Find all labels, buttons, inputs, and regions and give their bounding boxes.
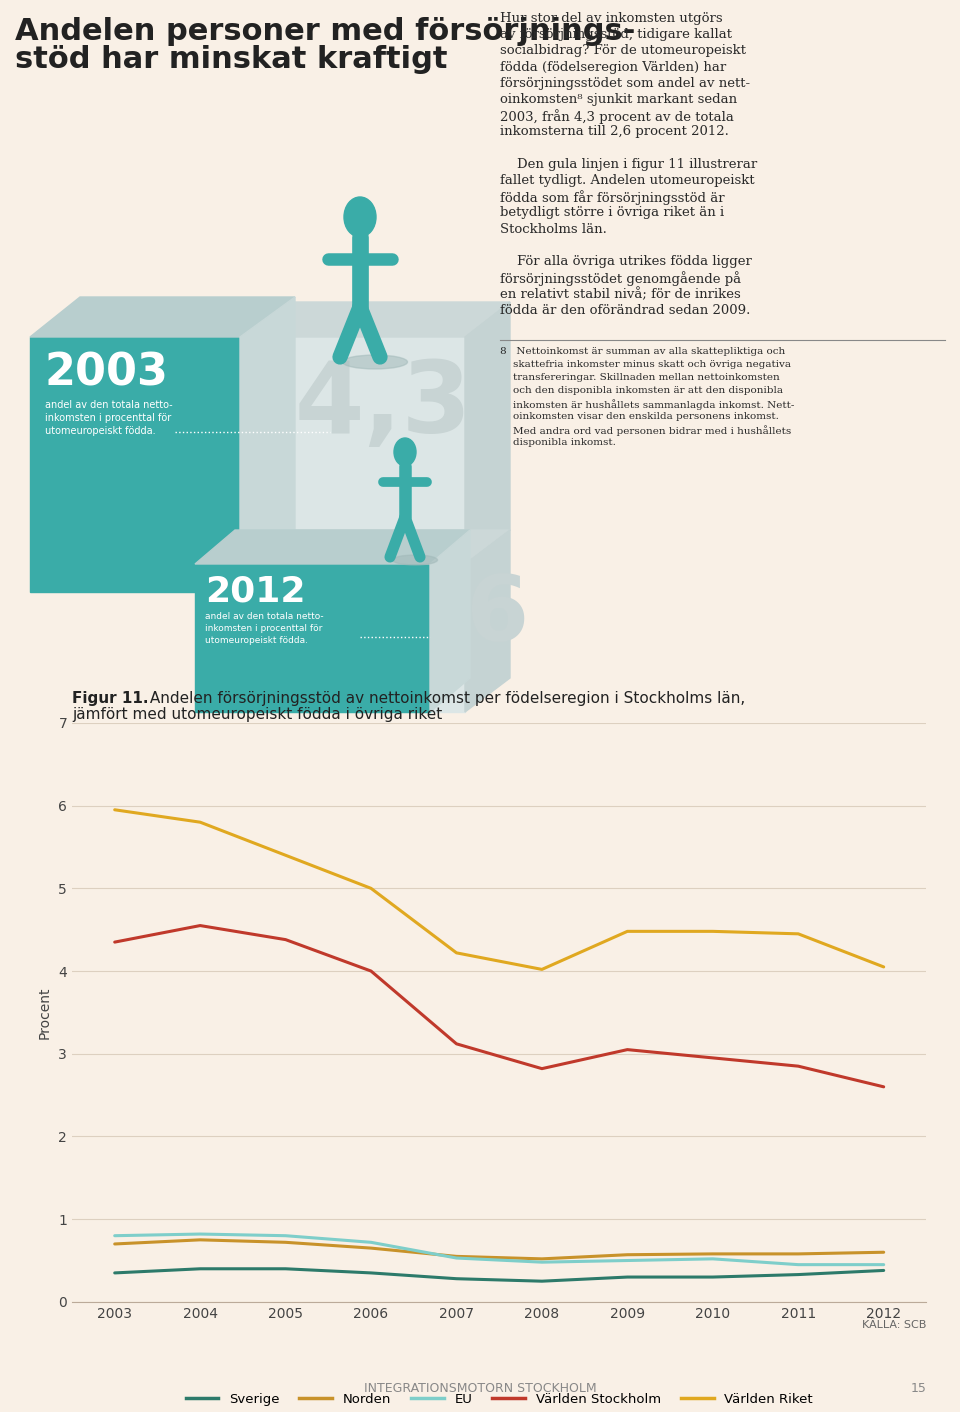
Ellipse shape <box>343 354 407 369</box>
Text: födda som får försörjningsstöd är: födda som får försörjningsstöd är <box>500 191 725 205</box>
Text: disponibla inkomst.: disponibla inkomst. <box>500 438 616 448</box>
Text: andel av den totala netto-
inkomsten i procenttal för
utomeuropeiskt födda.: andel av den totala netto- inkomsten i p… <box>205 611 324 645</box>
Text: av försörjningsstöd, tidigare kallat: av försörjningsstöd, tidigare kallat <box>500 28 732 41</box>
Text: inkomsten är hushållets sammanlagda inkomst. Nett-: inkomsten är hushållets sammanlagda inko… <box>500 400 794 409</box>
Polygon shape <box>240 297 295 592</box>
Text: försörjningsstödet som andel av nett-: försörjningsstödet som andel av nett- <box>500 76 750 90</box>
Text: socialbidrag? För de utomeuropeiskt: socialbidrag? För de utomeuropeiskt <box>500 44 746 58</box>
Text: Med andra ord vad personen bidrar med i hushållets: Med andra ord vad personen bidrar med i … <box>500 425 791 436</box>
Text: fallet tydligt. Andelen utomeuropeiskt: fallet tydligt. Andelen utomeuropeiskt <box>500 174 755 186</box>
Polygon shape <box>240 563 465 712</box>
Polygon shape <box>30 297 295 337</box>
Polygon shape <box>465 530 510 712</box>
Polygon shape <box>240 530 510 563</box>
Polygon shape <box>30 337 240 592</box>
Text: försörjningsstödet genomgående på: försörjningsstödet genomgående på <box>500 271 741 287</box>
Text: andel av den totala netto-
inkomsten i procenttal för
utomeuropeiskt födda.: andel av den totala netto- inkomsten i p… <box>45 400 173 436</box>
Text: Hur stor del av inkomsten utgörs: Hur stor del av inkomsten utgörs <box>500 11 723 25</box>
Text: För alla övriga utrikes födda ligger: För alla övriga utrikes födda ligger <box>500 256 752 268</box>
Text: jämfört med utomeuropeiskt födda i övriga riket: jämfört med utomeuropeiskt födda i övrig… <box>72 706 443 722</box>
Text: 4,3: 4,3 <box>295 357 472 455</box>
Text: INTEGRATIONSMOTORN STOCKHOLM: INTEGRATIONSMOTORN STOCKHOLM <box>364 1382 596 1395</box>
Text: inkomsterna till 2,6 procent 2012.: inkomsterna till 2,6 procent 2012. <box>500 126 729 138</box>
Text: och den disponibla inkomsten är att den disponibla: och den disponibla inkomsten är att den … <box>500 385 783 395</box>
Text: en relativt stabil nivå; för de inrikes: en relativt stabil nivå; för de inrikes <box>500 288 741 301</box>
Text: 2,6: 2,6 <box>370 572 530 659</box>
Polygon shape <box>195 563 430 712</box>
Text: Den gula linjen i figur 11 illustrerar: Den gula linjen i figur 11 illustrerar <box>500 158 757 171</box>
Ellipse shape <box>393 555 438 565</box>
Text: stöd har minskat kraftigt: stöd har minskat kraftigt <box>15 45 447 73</box>
Text: oinkomsten visar den enskilda personens inkomst.: oinkomsten visar den enskilda personens … <box>500 412 779 421</box>
Text: Andelen försörjningsstöd av nettoinkomst per födelseregion i Stockholms län,: Andelen försörjningsstöd av nettoinkomst… <box>145 690 745 706</box>
Text: 2012: 2012 <box>205 575 305 609</box>
Polygon shape <box>465 302 510 563</box>
Polygon shape <box>240 302 510 337</box>
Text: Stockholms län.: Stockholms län. <box>500 223 607 236</box>
Polygon shape <box>195 530 470 563</box>
Polygon shape <box>240 337 465 563</box>
Ellipse shape <box>344 198 376 237</box>
Text: 8   Nettoinkomst är summan av alla skattepliktiga och: 8 Nettoinkomst är summan av alla skattep… <box>500 347 785 356</box>
Text: födda är den oförändrad sedan 2009.: födda är den oförändrad sedan 2009. <box>500 304 751 316</box>
Text: transfereringar. Skillnaden mellan nettoinkomsten: transfereringar. Skillnaden mellan netto… <box>500 373 780 383</box>
Text: Figur 11.: Figur 11. <box>72 690 149 706</box>
Text: 15: 15 <box>910 1382 926 1395</box>
Text: oinkomsten⁸ sjunkit markant sedan: oinkomsten⁸ sjunkit markant sedan <box>500 93 737 106</box>
Text: födda (födelseregion Världen) har: födda (födelseregion Världen) har <box>500 61 727 73</box>
Legend: Sverige, Norden, EU, Världen Stockholm, Världen Riket: Sverige, Norden, EU, Världen Stockholm, … <box>180 1388 818 1411</box>
Text: skattefria inkomster minus skatt och övriga negativa: skattefria inkomster minus skatt och övr… <box>500 360 791 369</box>
Text: 2003: 2003 <box>45 352 169 395</box>
Polygon shape <box>430 530 470 712</box>
Text: betydligt större i övriga riket än i: betydligt större i övriga riket än i <box>500 206 724 219</box>
Text: KÄLLA: SCB: KÄLLA: SCB <box>862 1320 926 1330</box>
Ellipse shape <box>394 438 416 466</box>
Y-axis label: Procent: Procent <box>37 986 51 1039</box>
Text: 2003, från 4,3 procent av de totala: 2003, från 4,3 procent av de totala <box>500 109 733 124</box>
Text: Andelen personer med försörjnings-: Andelen personer med försörjnings- <box>15 17 636 47</box>
